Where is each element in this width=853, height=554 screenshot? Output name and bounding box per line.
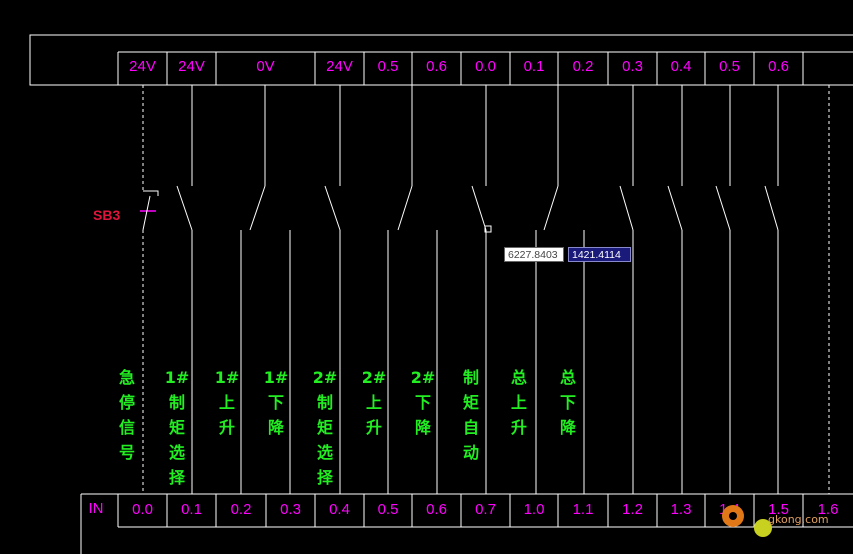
switch-blade xyxy=(176,185,193,231)
signal-label-char: 矩 xyxy=(317,418,333,437)
signal-label-char: 矩 xyxy=(169,418,185,437)
in-label: IN xyxy=(89,500,104,517)
contact-marker xyxy=(484,225,492,233)
signal-label-char: 升 xyxy=(511,418,527,437)
signal-label-char: 制 xyxy=(169,393,185,412)
signal-label-char: 降 xyxy=(560,418,577,437)
gear-icon-hub xyxy=(729,512,737,520)
switch-blade xyxy=(619,185,634,231)
wires xyxy=(142,85,830,494)
bottom-terminal-label: 1.0 xyxy=(524,501,545,518)
switch-blade xyxy=(667,185,683,231)
top-terminal-label: 24V xyxy=(129,58,156,75)
signal-label-char: 1# xyxy=(165,368,190,387)
signal-label-char: 动 xyxy=(463,443,479,462)
watermark-text: gkong.com xyxy=(768,513,829,526)
top-terminal-label: 0.6 xyxy=(768,58,789,75)
switch-label-sb3: SB3 xyxy=(93,207,120,223)
top-terminal-label: 0.3 xyxy=(622,58,643,75)
signal-label-char: 1# xyxy=(264,368,289,387)
bottom-terminal-label: 0.4 xyxy=(329,501,350,518)
switch-blade xyxy=(324,185,341,231)
top-terminal-strip: 24V 24V 0V 24V 0.5 0.6 0.0 0.1 0.2 0.3 0.4 0.5 0.6 xyxy=(29,34,853,86)
signal-label-char: 选 xyxy=(317,443,333,462)
signal-label-char: 信 xyxy=(119,418,135,437)
switch-blade xyxy=(249,185,266,231)
signal-label-char: 2# xyxy=(411,368,436,387)
top-terminal-label: 0V xyxy=(256,58,274,75)
signal-label-char: 制 xyxy=(317,393,333,412)
top-terminal-label: 0.1 xyxy=(524,58,545,75)
signal-label-char: 降 xyxy=(415,418,432,437)
top-terminal-label: 0.4 xyxy=(671,58,692,75)
coordinate-y-readout[interactable]: 1421.4114 xyxy=(568,247,631,262)
signal-label-char: 升 xyxy=(219,418,235,437)
signal-label-char: 1# xyxy=(215,368,240,387)
signal-label-char: 总 xyxy=(560,368,576,387)
signal-label-char: 号 xyxy=(119,443,135,462)
bottom-terminal-label: 0.1 xyxy=(181,501,202,518)
signal-label-char: 2# xyxy=(313,368,338,387)
signal-label-char: 选 xyxy=(169,443,185,462)
bottom-terminal-label: 0.3 xyxy=(280,501,301,518)
signal-label-char: 下 xyxy=(560,393,576,412)
signal-label-char: 2# xyxy=(362,368,387,387)
signal-label-char: 择 xyxy=(169,468,186,487)
switch-contacts xyxy=(140,185,779,233)
switch-blade xyxy=(397,185,413,231)
top-terminal-label: 0.5 xyxy=(719,58,740,75)
top-terminal-label: 0.2 xyxy=(573,58,594,75)
signal-label-char: 下 xyxy=(415,393,431,412)
signal-label-char: 急 xyxy=(119,368,135,387)
sb3-bracket xyxy=(143,190,159,196)
signal-labels: 急停信号1#制矩选择1#上升1#下降2#制矩选择2#上升2#下降制矩自动总上升总… xyxy=(119,368,577,487)
switch-blade xyxy=(543,185,559,231)
switch-blade xyxy=(142,195,151,231)
watermark: gkong.com xyxy=(722,505,829,537)
top-terminal-label: 0.0 xyxy=(475,58,496,75)
bottom-terminal-label: 0.5 xyxy=(378,501,399,518)
top-terminal-label: 0.5 xyxy=(378,58,399,75)
signal-label-char: 升 xyxy=(366,418,382,437)
switch-blade xyxy=(471,185,487,231)
bottom-terminal-label: 0.6 xyxy=(426,501,447,518)
signal-label-char: 上 xyxy=(511,393,527,412)
top-terminal-label: 24V xyxy=(326,58,353,75)
gear-icon-small xyxy=(754,519,772,537)
signal-label-char: 上 xyxy=(219,393,235,412)
bottom-terminal-label: 1.6 xyxy=(818,501,839,518)
signal-label-char: 择 xyxy=(317,468,334,487)
signal-label-char: 制 xyxy=(463,368,479,387)
top-terminal-label: 24V xyxy=(178,58,205,75)
signal-label-char: 下 xyxy=(268,393,284,412)
signal-label-char: 降 xyxy=(268,418,285,437)
signal-label-char: 矩 xyxy=(463,393,479,412)
switch-blade xyxy=(715,185,731,231)
switch-blade xyxy=(764,185,779,231)
bottom-terminal-label: 1.2 xyxy=(622,501,643,518)
bottom-terminal-label: 1.5 xyxy=(768,501,789,518)
signal-label-char: 总 xyxy=(511,368,527,387)
bottom-terminal-label: 0.2 xyxy=(231,501,252,518)
coordinate-x-readout[interactable]: 6227.8403 xyxy=(504,247,564,262)
bottom-terminal-label: 0.0 xyxy=(132,501,153,518)
signal-label-char: 上 xyxy=(366,393,382,412)
signal-label-char: 停 xyxy=(119,393,135,412)
signal-label-char: 自 xyxy=(463,418,479,437)
bottom-terminal-label: 0.7 xyxy=(475,501,496,518)
bottom-terminal-label: 1.1 xyxy=(573,501,594,518)
top-terminal-label: 0.6 xyxy=(426,58,447,75)
bottom-terminal-label: 1.3 xyxy=(671,501,692,518)
top-frame xyxy=(29,34,853,86)
